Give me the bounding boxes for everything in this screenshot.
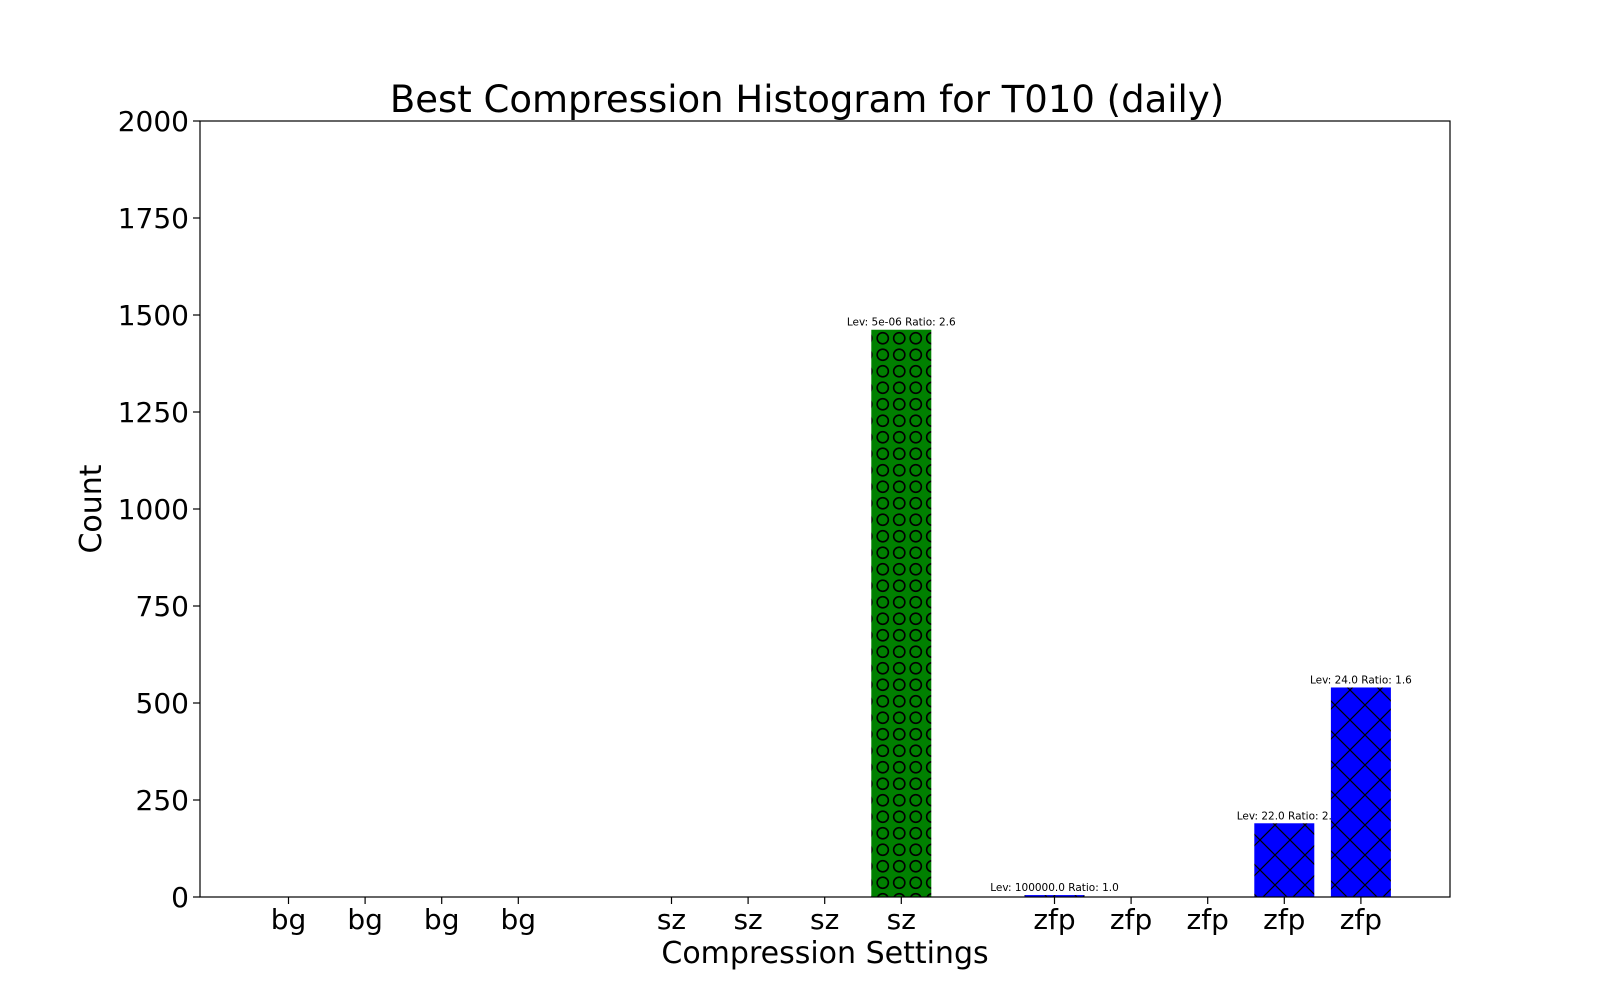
- bar-sz-7: [871, 329, 932, 897]
- x-tick-label: zfp: [1187, 903, 1229, 936]
- plot-frame: [199, 120, 1451, 898]
- x-tick-label: zfp: [1033, 903, 1075, 936]
- x-tick-label: zfp: [1263, 903, 1305, 936]
- y-tick-label: 2000: [118, 105, 189, 138]
- x-tick-label: bg: [271, 903, 307, 936]
- x-tick-label: sz: [810, 903, 839, 936]
- x-tick-label: bg: [347, 903, 383, 936]
- x-tick-label: sz: [733, 903, 762, 936]
- x-tick-label: bg: [424, 903, 460, 936]
- y-axis-label: Count: [74, 464, 109, 553]
- bar-label-12: Lev: 24.0 Ratio: 1.6: [1310, 674, 1412, 686]
- x-tick-label: bg: [501, 903, 537, 936]
- chart-title: Best Compression Histogram for T010 (dai…: [390, 78, 1224, 121]
- bar-zfp-11: [1254, 823, 1315, 897]
- bars-group: [871, 329, 1391, 897]
- y-tick-label: 500: [136, 687, 189, 720]
- x-tick-label: zfp: [1340, 903, 1382, 936]
- x-tick-label: sz: [657, 903, 686, 936]
- y-tick-label: 1750: [118, 202, 189, 235]
- y-axis-ticks: 0 250 500 750 1000 1250 1500 1750 2000: [118, 105, 200, 914]
- bar-label-8: Lev: 100000.0 Ratio: 1.0: [990, 882, 1119, 894]
- bar-zfp-12: [1330, 687, 1391, 897]
- x-axis-label: Compression Settings: [661, 936, 988, 971]
- x-tick-label: sz: [887, 903, 916, 936]
- bar-label-7: Lev: 5e-06 Ratio: 2.6: [847, 317, 956, 329]
- x-axis-ticks: bg bg bg bg sz sz sz sz zfp zfp zfp zfp zfp: [271, 897, 1382, 936]
- y-tick-label: 1500: [118, 299, 189, 332]
- bar-labels-group: Lev: 5e-06 Ratio: 2.6 Lev: 100000.0 Ratio…: [847, 317, 1412, 894]
- y-tick-label: 1000: [118, 493, 189, 526]
- bar-zfp-8: [1024, 895, 1085, 897]
- y-tick-label: 1250: [118, 396, 189, 429]
- x-tick-label: zfp: [1110, 903, 1152, 936]
- bar-label-11: Lev: 22.0 Ratio: 2.: [1237, 810, 1332, 822]
- y-tick-label: 0: [171, 881, 189, 914]
- y-tick-label: 750: [136, 590, 189, 623]
- y-tick-label: 250: [136, 784, 189, 817]
